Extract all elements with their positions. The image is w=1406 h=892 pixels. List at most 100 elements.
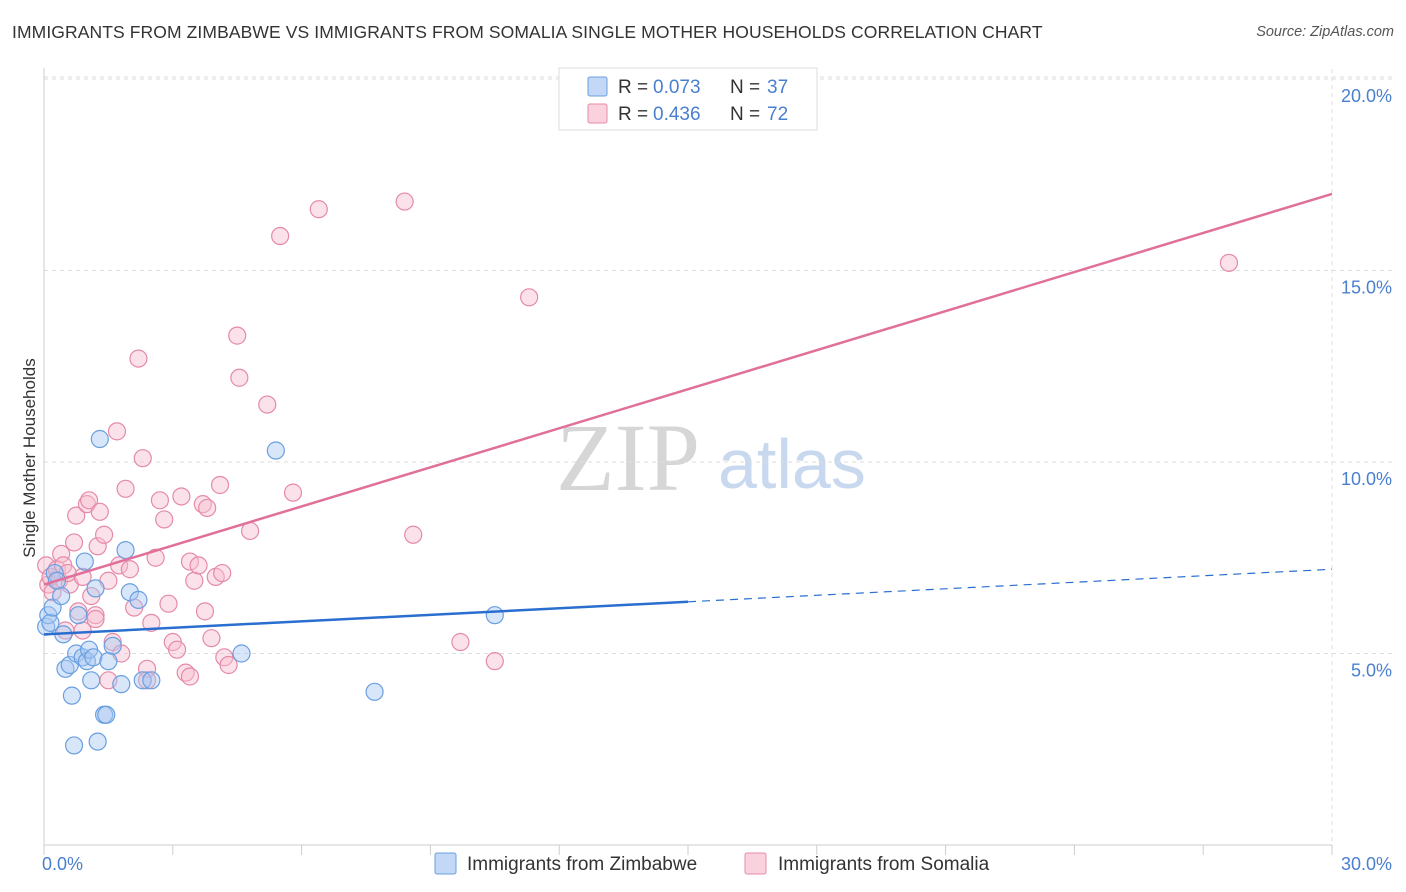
somalia-point bbox=[258, 395, 277, 414]
somalia-point bbox=[485, 652, 504, 671]
stats-legend-n-value-somalia: 72 bbox=[767, 104, 788, 125]
y-tick-label: 15.0% bbox=[1341, 278, 1392, 298]
somalia-point bbox=[95, 525, 114, 544]
stats-legend-r-value-zimbabwe: 0.073 bbox=[653, 77, 701, 98]
stats-legend-swatch-somalia bbox=[587, 103, 608, 124]
somalia-point bbox=[228, 326, 247, 345]
y-tick-labels: 5.0% 10.0% 15.0% 20.0% bbox=[1341, 86, 1392, 681]
somalia-point bbox=[167, 640, 187, 659]
somalia-point bbox=[395, 192, 414, 211]
somalia-point bbox=[230, 368, 249, 387]
trend-line-zimbabwe-extension bbox=[687, 568, 1333, 603]
zimbabwe-point bbox=[90, 429, 109, 449]
somalia-point bbox=[1219, 253, 1239, 272]
zimbabwe-point bbox=[64, 736, 84, 755]
somalia-point bbox=[90, 502, 109, 521]
y-axis-title: Single Mother Households bbox=[20, 358, 39, 557]
somalia-point bbox=[172, 487, 191, 506]
somalia-point bbox=[79, 491, 99, 510]
somalia-point bbox=[180, 552, 200, 571]
series-legend: Immigrants from Zimbabwe Immigrants from… bbox=[434, 852, 990, 875]
x-tick-label: 30.0% bbox=[1341, 854, 1392, 874]
stats-legend-r-value-somalia: 0.436 bbox=[653, 104, 701, 125]
source-label: Source: ZipAtlas.com bbox=[1256, 24, 1394, 40]
somalia-point bbox=[219, 655, 238, 675]
somalia-point bbox=[283, 483, 303, 502]
somalia-point bbox=[159, 594, 178, 613]
somalia-point bbox=[309, 200, 328, 219]
zimbabwe-point bbox=[62, 686, 82, 705]
stats-legend-swatch-zimbabwe bbox=[587, 76, 608, 97]
stats-legend-r-label-somalia: R = bbox=[618, 104, 648, 125]
somalia-point bbox=[185, 571, 204, 590]
somalia-point bbox=[88, 537, 107, 556]
series-legend-swatch-zimbabwe bbox=[434, 852, 457, 875]
grid bbox=[44, 69, 1392, 845]
somalia-point bbox=[210, 475, 230, 495]
zimbabwe-point bbox=[116, 540, 135, 560]
series-zimbabwe-points bbox=[37, 429, 504, 755]
somalia-point bbox=[129, 349, 148, 368]
somalia-point bbox=[142, 613, 161, 632]
somalia-point bbox=[52, 544, 71, 564]
zimbabwe-point bbox=[82, 671, 101, 690]
page-title: IMMIGRANTS FROM ZIMBABWE VS IMMIGRANTS F… bbox=[12, 22, 1043, 42]
zimbabwe-point bbox=[266, 441, 285, 460]
zimbabwe-point bbox=[41, 613, 60, 632]
somalia-point bbox=[137, 671, 157, 690]
trend-line-somalia bbox=[43, 192, 1333, 586]
watermark-zip: ZIP bbox=[556, 404, 700, 511]
somalia-point bbox=[67, 506, 86, 525]
x-minor-ticks bbox=[43, 845, 1333, 855]
stats-legend-n-label-zimbabwe: N = bbox=[730, 77, 760, 98]
somalia-point bbox=[198, 498, 217, 518]
somalia-point bbox=[64, 533, 84, 552]
series-somalia-points bbox=[37, 192, 1239, 690]
series-legend-label-somalia: Immigrants from Somalia bbox=[778, 854, 990, 875]
zimbabwe-point bbox=[485, 606, 504, 625]
somalia-point bbox=[451, 632, 470, 652]
zimbabwe-point bbox=[365, 682, 384, 701]
x-tick-labels: 0.0% 30.0% bbox=[42, 854, 1392, 874]
y-tick-label: 10.0% bbox=[1341, 469, 1392, 489]
somalia-point bbox=[116, 479, 135, 498]
stats-legend: R = 0.073 N = 37 R = 0.436 N = 72 bbox=[558, 67, 818, 131]
somalia-point bbox=[120, 560, 139, 579]
watermark-atlas: atlas bbox=[718, 425, 866, 503]
zimbabwe-point bbox=[103, 636, 122, 655]
somalia-point bbox=[43, 583, 62, 602]
zimbabwe-point bbox=[86, 579, 105, 598]
zimbabwe-point bbox=[84, 648, 103, 667]
somalia-point bbox=[69, 602, 88, 621]
y-tick-label: 5.0% bbox=[1351, 661, 1392, 681]
somalia-point bbox=[271, 226, 290, 246]
zimbabwe-point bbox=[69, 606, 88, 625]
somalia-point bbox=[213, 563, 232, 583]
somalia-point bbox=[180, 667, 200, 686]
zimbabwe-point bbox=[97, 705, 116, 724]
zimbabwe-point bbox=[75, 552, 94, 571]
somalia-point bbox=[86, 609, 105, 629]
somalia-point bbox=[133, 449, 152, 468]
somalia-point bbox=[73, 621, 92, 640]
somalia-point bbox=[155, 510, 174, 529]
somalia-point bbox=[520, 288, 539, 307]
series-legend-swatch-somalia bbox=[744, 852, 767, 875]
x-tick-label: 0.0% bbox=[42, 854, 83, 874]
zimbabwe-point bbox=[232, 644, 251, 663]
zimbabwe-point bbox=[99, 652, 118, 671]
zimbabwe-point bbox=[52, 586, 71, 606]
somalia-point bbox=[107, 422, 127, 441]
somalia-point bbox=[202, 629, 221, 648]
zimbabwe-point bbox=[112, 675, 131, 694]
zimbabwe-point bbox=[88, 732, 107, 751]
stats-legend-r-label-zimbabwe: R = bbox=[618, 77, 648, 98]
somalia-point bbox=[150, 491, 170, 510]
zimbabwe-point bbox=[129, 590, 148, 609]
somalia-point bbox=[195, 602, 215, 621]
stats-legend-n-value-zimbabwe: 37 bbox=[767, 77, 788, 98]
zimbabwe-point bbox=[142, 671, 161, 690]
somalia-point bbox=[404, 525, 423, 544]
trend-line-zimbabwe bbox=[43, 600, 689, 636]
